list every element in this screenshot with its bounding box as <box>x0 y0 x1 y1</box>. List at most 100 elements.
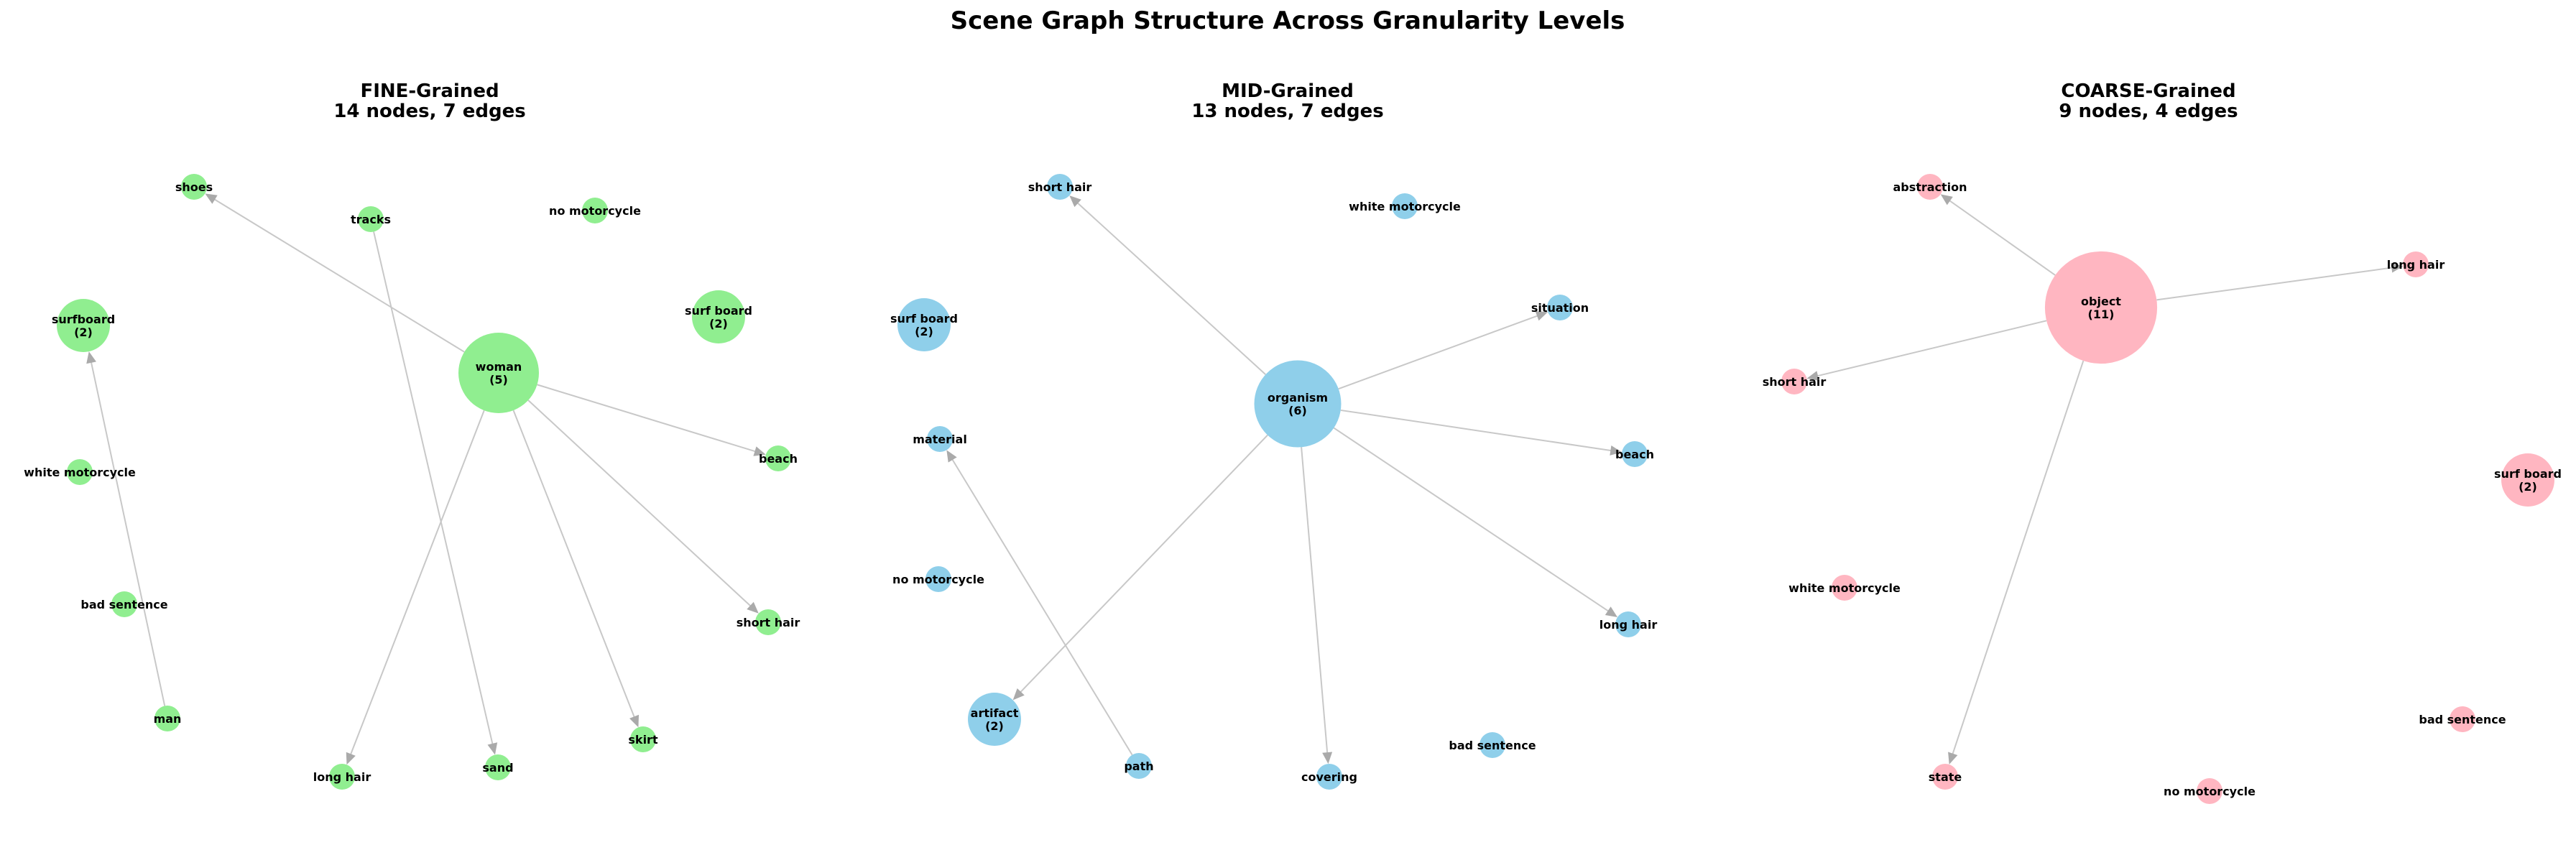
node-label-long-hair: long hair <box>2387 258 2445 272</box>
node-beach: beach <box>1615 441 1654 467</box>
edge-woman-to-beach <box>537 384 760 453</box>
edge-object-to-abstraction <box>1946 198 2056 276</box>
node-circle-sand <box>485 754 511 780</box>
node-circle-tracks <box>358 206 384 232</box>
node-white-motorcycle: white motorcycle <box>1788 575 1901 601</box>
node-circle-artifact <box>968 693 1021 746</box>
node-label-surf-board: surf board <box>2494 467 2562 481</box>
node-no-motorcycle: no motorcycle <box>549 198 641 223</box>
node-label-no-motorcycle: no motorcycle <box>2164 785 2256 798</box>
node-label-surfboard: surfboard <box>52 313 115 326</box>
arrowhead-woman-to-beach <box>753 446 766 456</box>
node-path: path <box>1124 753 1154 779</box>
node-label-situation: situation <box>1531 301 1589 315</box>
node-circle-surf-board <box>2501 453 2554 507</box>
panel-coarse: COARSE-Grained 9 nodes, 4 edges abstract… <box>1763 80 2562 804</box>
arrowhead-woman-to-short-hair <box>747 601 759 614</box>
edge-object-to-state <box>1950 360 2085 758</box>
node-label-path: path <box>1124 759 1153 773</box>
node-long-hair: long hair <box>1599 611 1657 637</box>
node-beach: beach <box>759 445 798 471</box>
arrowhead-object-to-short-hair <box>1806 371 1819 381</box>
node-label-skirt: skirt <box>628 733 658 747</box>
node-sand: sand <box>482 754 514 780</box>
node-skirt: skirt <box>628 726 658 752</box>
edge-organism-to-situation <box>1338 313 1542 390</box>
arrowhead-organism-to-covering <box>1322 752 1333 764</box>
arrowhead-object-to-long-hair <box>2391 262 2404 273</box>
arrowhead-man-to-surfboard <box>86 351 96 364</box>
node-circle-man <box>154 706 180 731</box>
node-long-hair: long hair <box>2387 251 2445 277</box>
node-circle-woman <box>458 333 539 413</box>
panel-title-coarse: COARSE-Grained <box>2061 80 2235 102</box>
node-situation: situation <box>1531 295 1589 320</box>
node-circle-beach <box>1622 441 1648 467</box>
edge-organism-to-beach <box>1340 409 1615 452</box>
node-circle-no-motorcycle <box>2197 778 2222 804</box>
node-label-surf-board: (2) <box>2519 480 2537 494</box>
node-bad-sentence: bad sentence <box>1449 732 1536 758</box>
arrowhead-organism-to-beach <box>1610 445 1622 456</box>
arrowhead-object-to-abstraction <box>1940 194 1953 205</box>
node-circle-long-hair <box>1615 611 1641 637</box>
node-short-hair: short hair <box>737 609 800 635</box>
node-label-artifact: artifact <box>971 706 1019 720</box>
node-circle-bad-sentence <box>2450 706 2475 732</box>
node-circle-abstraction <box>1917 174 1943 200</box>
panel-title-mid: MID-Grained <box>1222 80 1354 102</box>
node-circle-surfboard <box>57 299 110 352</box>
node-no-motorcycle: no motorcycle <box>2164 778 2256 804</box>
arrowhead-woman-to-long-hair <box>346 752 356 765</box>
node-label-covering: covering <box>1301 770 1357 784</box>
edge-organism-to-artifact <box>1017 434 1268 696</box>
nodes-coarse: abstraction long hair object(11) short hair… <box>1763 174 2562 804</box>
node-circle-short-hair <box>1047 174 1073 200</box>
edge-object-to-long-hair <box>2156 266 2396 301</box>
node-label-artifact: (2) <box>985 719 1004 733</box>
panel-fine: FINE-Grained 14 nodes, 7 edges shoes trac… <box>24 80 800 790</box>
arrowhead-object-to-state <box>1948 752 1958 764</box>
edge-object-to-short-hair <box>1813 320 2047 378</box>
node-circle-no-motorcycle <box>925 566 951 592</box>
panel-title-fine: FINE-Grained <box>360 80 499 102</box>
arrowhead-path-to-material <box>946 450 957 463</box>
node-label-beach: beach <box>759 452 798 466</box>
edge-organism-to-covering <box>1301 447 1329 757</box>
node-label-shoes: shoes <box>175 180 213 194</box>
node-label-no-motorcycle: no motorcycle <box>549 204 641 218</box>
node-white-motorcycle: white motorcycle <box>24 459 136 485</box>
node-short-hair: short hair <box>1763 369 1827 394</box>
node-state: state <box>1929 764 1962 790</box>
node-woman: woman(5) <box>458 333 539 413</box>
node-object: object(11) <box>2044 251 2158 364</box>
edge-woman-to-shoes <box>211 196 465 353</box>
node-label-bad-sentence: bad sentence <box>2419 713 2506 726</box>
node-label-state: state <box>1929 770 1962 784</box>
node-label-surfboard: (2) <box>74 325 93 339</box>
node-surf-board: surf board(2) <box>2494 453 2562 507</box>
node-label-surf-board: surf board <box>685 304 752 318</box>
node-white-motorcycle: white motorcycle <box>1349 193 1461 219</box>
node-circle-covering <box>1316 764 1342 790</box>
node-man: man <box>154 706 181 731</box>
node-label-object: object <box>2081 295 2121 308</box>
node-circle-organism <box>1254 360 1342 448</box>
node-circle-long-hair <box>329 764 355 790</box>
arrowhead-organism-to-short-hair <box>1069 195 1081 208</box>
node-artifact: artifact(2) <box>968 693 1021 746</box>
node-circle-shoes <box>181 174 207 200</box>
edge-woman-to-long-hair <box>348 410 485 759</box>
node-label-woman: woman <box>476 360 522 374</box>
node-no-motorcycle: no motorcycle <box>892 566 984 592</box>
panel-subtitle-coarse: 9 nodes, 4 edges <box>2059 101 2238 122</box>
node-shoes: shoes <box>175 174 213 200</box>
edges-coarse <box>1806 194 2404 764</box>
node-label-surf-board: (2) <box>709 317 728 331</box>
node-label-short-hair: short hair <box>1763 375 1827 389</box>
node-circle-material <box>927 426 953 452</box>
node-label-material: material <box>913 433 967 446</box>
node-circle-path <box>1126 753 1152 779</box>
